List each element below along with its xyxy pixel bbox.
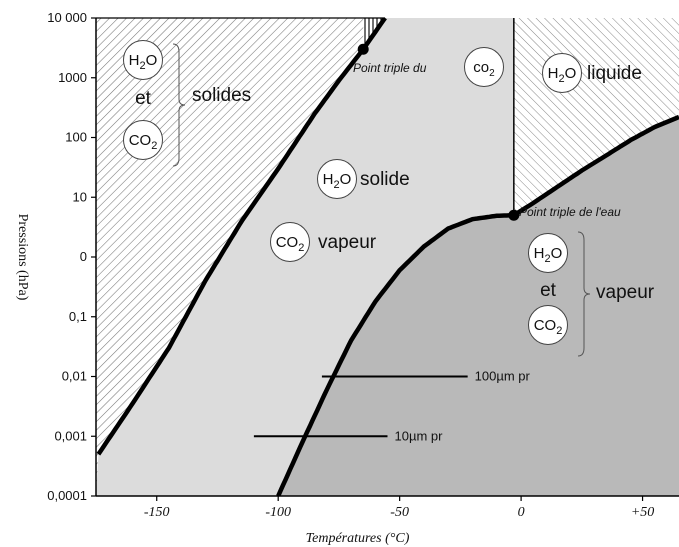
bubble-circle xyxy=(542,53,582,93)
phase-regions xyxy=(96,18,679,496)
x-tick-label: -100 xyxy=(265,505,291,520)
co2-triple-formula: co2 xyxy=(473,59,495,79)
x-tick-label: -150 xyxy=(144,505,170,520)
formula-text: H2O xyxy=(548,65,577,85)
scale-segment-label: 10µm pr xyxy=(395,428,444,443)
formula-text: CO2 xyxy=(276,234,305,254)
bubble-circle xyxy=(123,40,163,80)
y-axis-title: Pressions (hPa) xyxy=(15,214,30,301)
formula-text: H2O xyxy=(534,245,563,265)
phase-curves xyxy=(96,18,679,496)
scale-segment-label: 100µm pr xyxy=(475,369,531,384)
x-tick-label: -50 xyxy=(390,505,409,520)
y-tick-label: 10 xyxy=(73,189,87,204)
y-tick-label: 0,001 xyxy=(54,428,87,443)
vapour-label: vapeur xyxy=(596,282,655,303)
brace xyxy=(577,231,591,357)
water-triple-point-label: Point triple de l'eau xyxy=(519,205,621,219)
bubble-circle xyxy=(528,233,568,273)
y-tick-label: 0,0001 xyxy=(47,488,87,503)
solids-label: solides xyxy=(192,85,251,106)
x-axis-title: Températures (°C) xyxy=(306,531,410,546)
y-tick-label: 10 000 xyxy=(47,10,87,25)
bubble-circle xyxy=(270,222,310,262)
formula-text: H2O xyxy=(129,52,158,72)
region-solids xyxy=(96,18,386,496)
h2o-liquid-bubble: H2O xyxy=(542,53,582,93)
y-tick-label: 0 xyxy=(80,249,87,264)
h2o-curve xyxy=(276,114,679,496)
co2-triple-bubble xyxy=(464,47,504,87)
region-vapour xyxy=(278,117,679,496)
co2-triple-point-label: Point triple du xyxy=(353,61,427,75)
co2-vapour-label: vapeur xyxy=(318,232,377,253)
region-labels: H2O et CO2 solides H2O solide CO2 vapeur H2O liqu… xyxy=(123,40,655,443)
formula-text: CO2 xyxy=(534,317,563,337)
co2-triple-point xyxy=(357,43,369,55)
bubble-circle xyxy=(123,120,163,160)
formula-text: CO2 xyxy=(129,132,158,152)
x-tick-label: 0 xyxy=(518,505,525,520)
water-triple-point xyxy=(508,209,520,221)
bubble-circle xyxy=(528,305,568,345)
solids-and-label: et xyxy=(135,88,152,109)
bubble-circle xyxy=(317,159,357,199)
brace xyxy=(172,43,186,167)
co2-sublimation-curve xyxy=(96,18,387,456)
y-tick-label: 0,1 xyxy=(69,309,87,324)
y-tick-label: 100 xyxy=(65,130,87,145)
x-tick-label: +50 xyxy=(631,505,654,520)
vapour-co2-bubble: CO2 xyxy=(528,305,568,345)
solids-h2o-bubble: H2O xyxy=(123,40,163,80)
h2o-solid-label: solide xyxy=(360,169,410,190)
formula-text: H2O xyxy=(323,171,352,191)
solids-co2-bubble: CO2 xyxy=(123,120,163,160)
vapour-and-label: et xyxy=(540,280,557,301)
y-tick-label: 1000 xyxy=(58,70,87,85)
vapour-h2o-bubble: H2O xyxy=(528,233,568,273)
y-tick-label: 0,01 xyxy=(62,369,87,384)
h2o-solid-bubble: H2O xyxy=(317,159,357,199)
co2-vapour-bubble: CO2 xyxy=(270,222,310,262)
h2o-liquid-label: liquide xyxy=(587,63,642,84)
